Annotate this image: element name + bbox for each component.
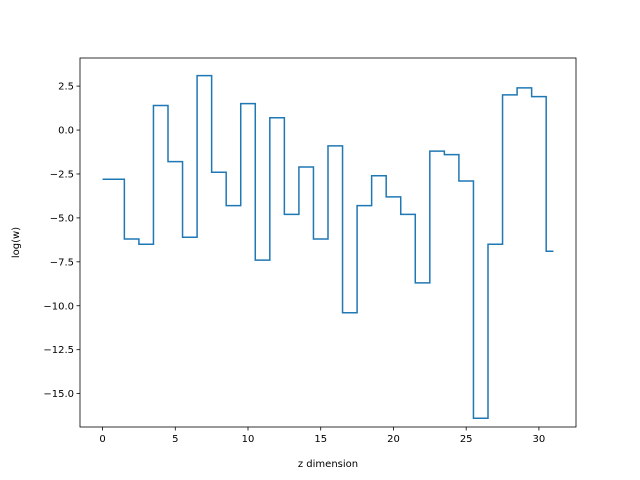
x-tick-label: 5 (172, 434, 178, 445)
x-tick-label: 15 (314, 434, 327, 445)
series-layer (102, 74, 554, 419)
y-tick-label: −2.5 (50, 169, 74, 180)
y-tick-label: −12.5 (43, 345, 74, 356)
x-tick-label: 20 (387, 434, 400, 445)
x-tick-label: 30 (533, 434, 546, 445)
x-tick-label: 0 (99, 434, 105, 445)
y-axis-label: log(w) (11, 227, 22, 258)
x-tick-label: 25 (460, 434, 473, 445)
series-line-0 (102, 74, 554, 419)
x-axis-ticks: 0 5 10 15 20 25 30 (99, 427, 545, 445)
y-tick-label: 2.5 (58, 82, 74, 93)
axes-frame (79, 57, 577, 428)
y-tick-label: −10.0 (43, 301, 74, 312)
y-tick-label: −7.5 (50, 257, 74, 268)
y-tick-label: 0.0 (58, 126, 74, 137)
y-tick-label: −15.0 (43, 389, 74, 400)
y-axis-ticks: 2.5 0.0 −2.5 −5.0 −7.5 −10.0 −12.5 −15.0 (43, 82, 80, 400)
x-tick-label: 10 (242, 434, 255, 445)
y-tick-label: −5.0 (50, 213, 74, 224)
x-axis-label: z dimension (298, 459, 358, 470)
